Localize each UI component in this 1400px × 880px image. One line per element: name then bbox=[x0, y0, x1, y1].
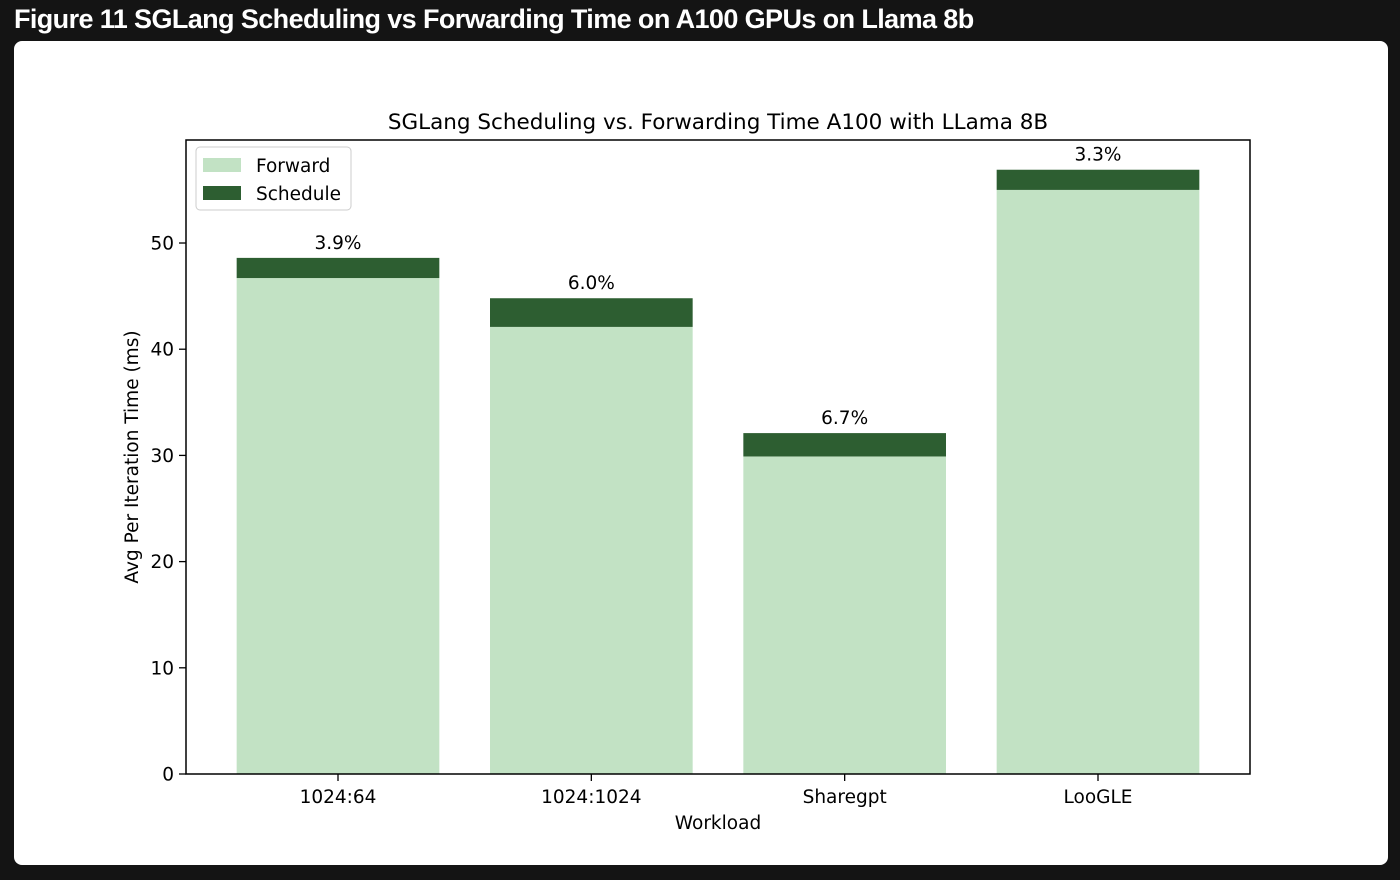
x-tick-label-1: 1024:1024 bbox=[541, 787, 641, 808]
bar-schedule-1 bbox=[490, 298, 693, 327]
legend-swatch-forward bbox=[203, 158, 241, 172]
bars-layer bbox=[236, 169, 1200, 774]
plot-frame bbox=[185, 139, 1251, 775]
legend-label-forward: Forward bbox=[256, 156, 330, 177]
chart-title: SGLang Scheduling vs. Forwarding Time A1… bbox=[388, 110, 1048, 135]
bar-value-label-3: 3.3% bbox=[1075, 145, 1122, 166]
y-tick-label-3: 30 bbox=[150, 446, 174, 467]
bar-forward-3 bbox=[996, 189, 1200, 774]
stacked-bar-chart: 0 10 20 30 40 50 1024:64 1024:1024 Sharegpt LooG… bbox=[122, 110, 1251, 834]
bar-forward-1 bbox=[490, 326, 693, 774]
x-tick-label-2: Sharegpt bbox=[803, 787, 887, 808]
figure-card: 0 10 20 30 40 50 1024:64 1024:1024 Sharegpt LooG… bbox=[14, 41, 1388, 865]
x-axis-label: Workload bbox=[675, 813, 761, 834]
bar-forward-2 bbox=[743, 456, 946, 774]
bar-schedule-2 bbox=[743, 433, 946, 457]
y-tick-label-5: 50 bbox=[150, 234, 174, 255]
y-tick-label-4: 40 bbox=[150, 340, 174, 361]
figure-caption: Figure 11 SGLang Scheduling vs Forwardin… bbox=[14, 4, 974, 34]
bar-labels: 3.9% 6.0% 6.7% 3.3% bbox=[315, 145, 1122, 429]
bar-value-label-1: 6.0% bbox=[568, 273, 615, 294]
x-axis: 1024:64 1024:1024 Sharegpt LooGLE bbox=[300, 774, 1133, 808]
y-axis: 0 10 20 30 40 50 bbox=[150, 234, 186, 786]
bar-value-label-2: 6.7% bbox=[821, 408, 868, 429]
bar-value-label-0: 3.9% bbox=[315, 233, 362, 254]
legend: Forward Schedule bbox=[195, 146, 352, 211]
bar-schedule-3 bbox=[996, 169, 1200, 190]
y-tick-label-2: 20 bbox=[150, 552, 174, 573]
bar-schedule-0 bbox=[236, 257, 440, 279]
y-axis-label: Avg Per Iteration Time (ms) bbox=[122, 330, 143, 583]
legend-label-schedule: Schedule bbox=[256, 184, 341, 205]
x-tick-label-0: 1024:64 bbox=[300, 787, 377, 808]
legend-swatch-schedule bbox=[203, 186, 241, 200]
y-tick-label-0: 0 bbox=[162, 765, 174, 786]
y-tick-label-1: 10 bbox=[150, 658, 174, 679]
bar-forward-0 bbox=[236, 278, 440, 774]
x-tick-label-3: LooGLE bbox=[1064, 787, 1133, 808]
